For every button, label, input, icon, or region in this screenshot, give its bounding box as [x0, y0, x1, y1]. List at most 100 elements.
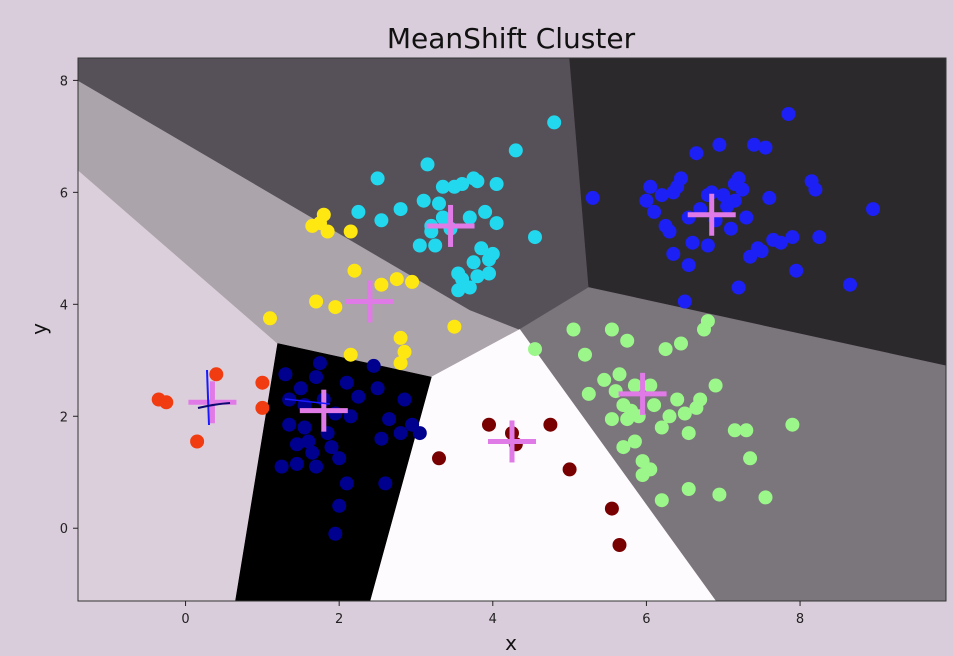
- point-c5-20: [658, 342, 673, 357]
- point-c3-5: [416, 193, 431, 208]
- point-c4-24: [739, 210, 754, 225]
- point-c0-2: [190, 434, 205, 449]
- point-c3-27: [482, 266, 496, 281]
- center-marker-1: [299, 389, 348, 432]
- point-c3-20: [485, 246, 500, 261]
- point-c4-1: [639, 193, 654, 208]
- point-c4-34: [785, 230, 800, 245]
- point-c4-40: [866, 202, 880, 217]
- point-c3-28: [489, 216, 504, 231]
- point-c2-9: [328, 300, 343, 315]
- point-c3-11: [435, 179, 450, 194]
- point-c4-2: [643, 179, 658, 194]
- point-c5-41: [643, 462, 658, 477]
- point-c4-18: [716, 188, 731, 203]
- point-c3-14: [462, 210, 477, 225]
- chart-title: MeanShift Cluster: [387, 22, 636, 55]
- point-c3-32: [547, 115, 562, 130]
- point-c5-5: [604, 322, 619, 337]
- point-c0-4: [255, 375, 270, 390]
- point-c4-35: [789, 263, 804, 278]
- point-c4-22: [731, 171, 746, 186]
- point-c5-31: [712, 487, 727, 502]
- point-c2-15: [405, 274, 420, 289]
- point-c3-9: [432, 196, 446, 211]
- x-tick-label-2: 2: [335, 612, 343, 627]
- point-c2-3: [316, 207, 331, 222]
- point-c6-5: [562, 462, 577, 477]
- point-c3-31: [528, 230, 542, 245]
- point-c5-4: [597, 372, 612, 387]
- x-tick-label-6: 6: [642, 612, 650, 627]
- point-c5-3: [581, 386, 596, 401]
- point-c4-46: [727, 193, 742, 208]
- point-c4-44: [731, 280, 746, 295]
- point-c1-11: [339, 375, 354, 390]
- point-c3-30: [508, 143, 523, 158]
- point-c5-21: [662, 409, 677, 424]
- point-c4-32: [773, 235, 788, 250]
- point-c5-35: [758, 490, 773, 505]
- point-c6-6: [604, 501, 619, 516]
- point-c5-34: [743, 451, 758, 466]
- point-c2-10: [374, 277, 389, 292]
- point-c2-0: [263, 311, 277, 326]
- point-c5-36: [785, 417, 800, 432]
- point-c5-25: [681, 482, 696, 496]
- point-c3-18: [478, 204, 493, 219]
- y-tick-label-6: 6: [60, 186, 68, 201]
- point-c5-22: [670, 392, 685, 407]
- point-c5-32: [727, 423, 742, 438]
- point-c2-11: [389, 272, 404, 287]
- point-c4-45: [666, 246, 681, 261]
- point-c3-21: [489, 177, 504, 191]
- pen-stroke-horizontal: [197, 402, 231, 409]
- point-c5-2: [578, 347, 592, 362]
- point-c5-0: [528, 342, 542, 357]
- point-c3-2: [374, 213, 389, 228]
- point-c6-0: [432, 451, 446, 466]
- point-c2-7: [343, 347, 358, 362]
- x-axis-ticks: 0 2 4 6 8: [181, 601, 804, 627]
- point-c1-14: [289, 437, 304, 452]
- point-c4-37: [808, 182, 823, 197]
- point-c5-11: [620, 333, 635, 348]
- center-marker-5: [618, 372, 667, 415]
- point-c4-0: [585, 190, 600, 205]
- point-c1-1: [297, 420, 312, 435]
- point-c3-17: [474, 241, 489, 256]
- point-c1-26: [397, 392, 412, 407]
- point-c1-28: [412, 426, 427, 441]
- point-c0-1: [159, 395, 174, 410]
- point-c3-8: [428, 238, 443, 253]
- point-c3-26: [466, 255, 481, 270]
- point-c6-1: [482, 417, 496, 432]
- point-c4-38: [812, 230, 827, 245]
- point-c1-15: [282, 417, 297, 432]
- point-c1-8: [324, 440, 339, 455]
- point-c4-4: [654, 188, 669, 203]
- point-c5-24: [677, 406, 692, 421]
- point-c4-33: [781, 107, 796, 121]
- point-c2-12: [393, 330, 408, 345]
- point-c1-5: [313, 356, 327, 371]
- point-c1-22: [366, 358, 381, 373]
- point-c4-20: [723, 221, 738, 236]
- point-c3-3: [393, 202, 408, 217]
- data-points: [151, 107, 880, 552]
- pen-stroke-center: [284, 398, 331, 405]
- y-tick-label-8: 8: [60, 74, 68, 89]
- x-tick-label-4: 4: [489, 612, 497, 627]
- point-c3-29: [462, 280, 477, 295]
- point-c3-6: [420, 157, 435, 172]
- center-marker-4: [687, 193, 736, 236]
- point-c5-29: [700, 314, 715, 329]
- point-c1-25: [393, 426, 408, 441]
- point-c3-16: [470, 174, 485, 189]
- point-c4-39: [843, 277, 857, 292]
- point-c4-6: [662, 224, 677, 239]
- point-c2-13: [397, 344, 412, 359]
- point-c5-30: [708, 378, 723, 393]
- point-c4-11: [685, 235, 700, 250]
- point-c4-28: [754, 244, 769, 259]
